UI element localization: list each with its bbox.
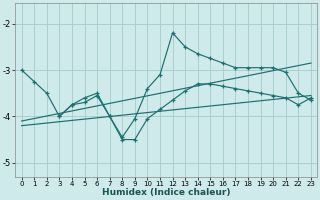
X-axis label: Humidex (Indice chaleur): Humidex (Indice chaleur): [102, 188, 230, 197]
